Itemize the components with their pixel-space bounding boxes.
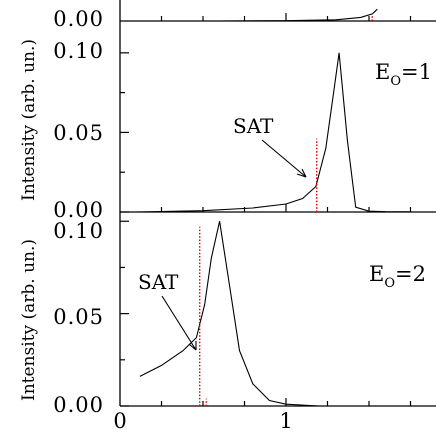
panel-bottom-ytick-label-0.00: 0.00 xyxy=(53,393,104,417)
panel-bottom-ytick-label-0.10: 0.10 xyxy=(53,219,104,243)
panel-top-ticks xyxy=(160,13,412,21)
panel-middle-ytick-label-0.10: 0.10 xyxy=(53,39,104,63)
solid-series-line-2-0 xyxy=(139,221,320,407)
panel-top-series xyxy=(219,8,378,22)
eo-rest: =2 xyxy=(395,262,426,286)
panel-bottom: 0.10 0.05 0.00 0 1 SAT EO=2 xyxy=(53,212,436,433)
eo-rest: =1 xyxy=(401,60,432,84)
panel-bottom-sat-arrow xyxy=(161,295,197,351)
panel-middle-ytick-label-0.00: 0.00 xyxy=(53,198,104,222)
panel-bottom-sat-arrowhead xyxy=(188,341,197,351)
solid-series-line-1-0 xyxy=(136,52,411,213)
panel-top-ytick-label: 0.00 xyxy=(53,7,104,31)
panel-bottom-sat-label: SAT xyxy=(138,270,179,294)
panel-middle-series xyxy=(136,52,411,213)
panel-middle-sat-arrowhead xyxy=(296,168,307,178)
y-axis-title-bottom: Intensity (arb. un.) xyxy=(19,239,39,401)
panel-bottom-xtick-label-1: 1 xyxy=(279,409,292,433)
y-axis-title-middle: Intensity (arb. un.) xyxy=(19,39,39,201)
panel-middle-eo-label: EO=1 xyxy=(375,60,432,89)
svg-text:EO=2: EO=2 xyxy=(369,262,426,291)
panel-middle: 0.10 0.05 0.00 SAT EO=1 xyxy=(53,21,436,222)
solid-series-line-0-0 xyxy=(219,8,378,22)
panel-middle-sat-label: SAT xyxy=(233,114,274,138)
panel-bottom-eo-label: EO=2 xyxy=(369,262,426,291)
panel-bottom-ytick-label-0.05: 0.05 xyxy=(53,305,104,329)
eo-sub: O xyxy=(384,276,395,291)
panel-middle-sat-arrow xyxy=(261,139,307,178)
panel-bottom-series xyxy=(139,221,320,407)
eo-main: E xyxy=(369,262,384,286)
svg-text:EO=1: EO=1 xyxy=(375,60,432,89)
panel-middle-ytick-label-0.05: 0.05 xyxy=(53,121,104,145)
panel-top: 0.00 xyxy=(53,0,436,31)
panel-bottom-xtick-label-0: 0 xyxy=(113,409,126,433)
panel-bottom-ticks xyxy=(120,220,412,407)
eo-main: E xyxy=(375,60,390,84)
eo-sub: O xyxy=(390,74,401,89)
